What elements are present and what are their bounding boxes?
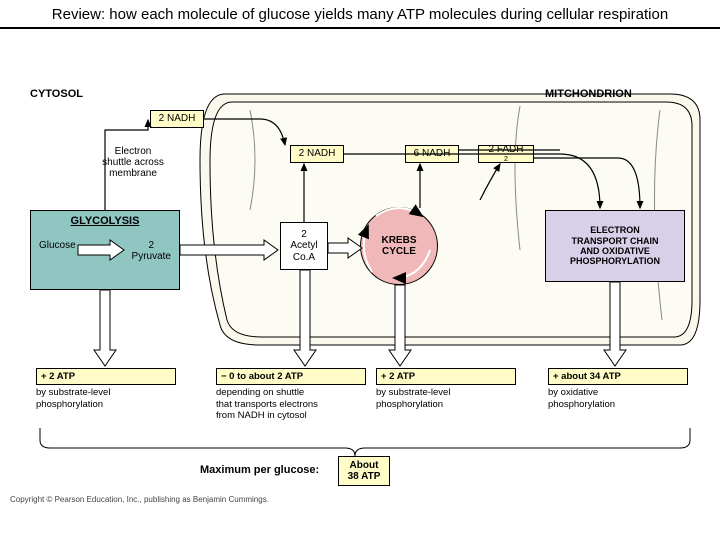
arrow-down-krebs bbox=[389, 285, 411, 366]
atp-txt-2: by substrate-level phosphorylation bbox=[376, 387, 516, 410]
atp-txt-3: by oxidative phosphorylation bbox=[548, 387, 688, 410]
arrow-down-gly bbox=[94, 290, 116, 366]
atp-hdr-1: − 0 to about 2 ATP bbox=[216, 368, 366, 385]
copyright-text: Copyright © Pearson Education, Inc., pub… bbox=[10, 495, 269, 504]
arrow-pyruvate-acetyl bbox=[180, 240, 278, 260]
diagram-stage: CYTOSOL MITCHONDRION 2 NADH 2 NADH 6 NAD… bbox=[0, 50, 720, 540]
atp-txt-0: by substrate-level phosphorylation bbox=[36, 387, 176, 410]
atp-col-0: + 2 ATP by substrate-level phosphorylati… bbox=[36, 368, 176, 410]
arrow-acetyl-krebs bbox=[328, 238, 362, 258]
atp-col-3: + about 34 ATP by oxidative phosphorylat… bbox=[548, 368, 688, 410]
atp-txt-1: depending on shuttle that transports ele… bbox=[216, 387, 366, 421]
page-title: Review: how each molecule of glucose yie… bbox=[0, 0, 720, 29]
atp-hdr-3: + about 34 ATP bbox=[548, 368, 688, 385]
max-per-glucose-label: Maximum per glucose: bbox=[200, 464, 319, 476]
atp-hdr-2: + 2 ATP bbox=[376, 368, 516, 385]
arrow-glucose-pyruvate bbox=[78, 240, 124, 260]
arrow-down-etc bbox=[604, 282, 626, 366]
arrow-down-shuttle bbox=[294, 270, 316, 366]
atp-col-1: − 0 to about 2 ATP depending on shuttle … bbox=[216, 368, 366, 422]
atp-hdr-0: + 2 ATP bbox=[36, 368, 176, 385]
max-atp-box: About 38 ATP bbox=[338, 456, 390, 486]
atp-col-2: + 2 ATP by substrate-level phosphorylati… bbox=[376, 368, 516, 410]
